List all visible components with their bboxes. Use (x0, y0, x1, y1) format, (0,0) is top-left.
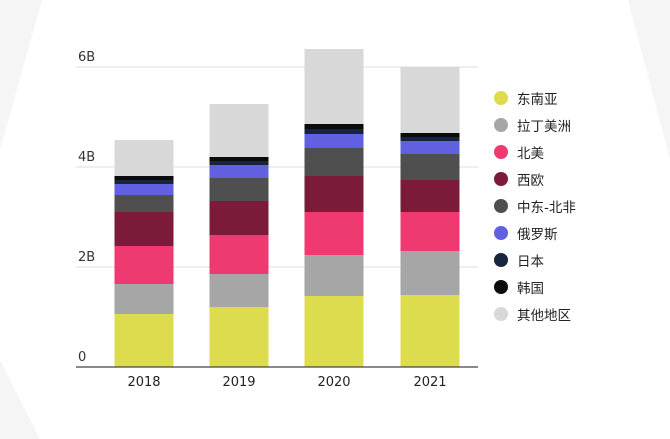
bar-segment-2019-5 (209, 165, 269, 178)
bar-segment-2020-3 (304, 176, 364, 212)
bar-segment-2018-8 (114, 140, 174, 176)
legend-item: 北美 (494, 138, 664, 165)
bar-segment-2020-0 (304, 296, 364, 367)
legend-label: 其他地区 (517, 307, 571, 324)
bar-segment-2018-6 (114, 180, 174, 184)
stacked-bar-chart: 0 2B 4B 6B 2018 2019 2020 2021 (76, 49, 478, 390)
legend-label: 拉丁美洲 (517, 118, 571, 135)
bar-segment-2019-1 (209, 274, 269, 307)
bar-segment-2019-7 (209, 157, 269, 161)
bar-segment-2018-2 (114, 246, 174, 284)
y-axis-ticks: 0 2B 4B 6B (78, 50, 95, 365)
bar-segment-2018-7 (114, 176, 174, 180)
legend-item: 中东-北非 (494, 192, 664, 219)
bar-segment-2021-4 (400, 154, 460, 180)
bar-segment-2018-4 (114, 195, 174, 212)
bar-segment-2020-2 (304, 212, 364, 255)
bar-segment-2018-3 (114, 212, 174, 246)
bar-segment-2020-7 (304, 124, 364, 129)
bar-segment-2019-2 (209, 235, 269, 274)
legend-label: 北美 (517, 145, 544, 162)
legend-item: 韩国 (494, 273, 664, 300)
legend-swatch (494, 252, 508, 267)
legend-swatch (494, 198, 508, 213)
legend-item: 日本 (494, 246, 664, 273)
legend-label: 俄罗斯 (517, 226, 558, 243)
bar-segment-2018-1 (114, 284, 174, 314)
legend-swatch (494, 171, 508, 186)
bar-segment-2021-5 (400, 141, 460, 154)
bar-segment-2020-6 (304, 129, 364, 134)
bar-segment-2021-6 (400, 137, 460, 141)
bar-segment-2018-5 (114, 184, 174, 195)
bar-segment-2020-4 (304, 148, 364, 176)
y-tick-label: 4B (78, 150, 95, 165)
x-axis-ticks: 2018 2019 2020 2021 (127, 375, 446, 390)
legend-label: 中东-北非 (517, 199, 576, 216)
legend-swatch (494, 117, 508, 132)
bar-segment-2019-3 (209, 201, 269, 235)
legend: 东南亚拉丁美洲北美西欧中东-北非俄罗斯日本韩国其他地区 (494, 84, 664, 327)
y-tick-label: 6B (78, 50, 95, 65)
bar-segment-2019-6 (209, 161, 269, 165)
bar-segment-2019-4 (209, 178, 269, 201)
bar-segment-2021-2 (400, 212, 460, 251)
legend-item: 俄罗斯 (494, 219, 664, 246)
bar-segment-2021-1 (400, 251, 460, 295)
bar-segment-2021-8 (400, 67, 460, 133)
legend-label: 东南亚 (517, 91, 558, 108)
legend-swatch (494, 279, 508, 294)
legend-label: 韩国 (517, 280, 544, 297)
bars (114, 49, 460, 367)
x-tick-label: 2021 (413, 375, 446, 390)
legend-label: 日本 (517, 253, 544, 270)
legend-item: 东南亚 (494, 84, 664, 111)
bar-segment-2021-7 (400, 133, 460, 137)
bar-segment-2020-1 (304, 255, 364, 296)
legend-swatch (494, 306, 508, 321)
bar-segment-2020-5 (304, 134, 364, 148)
legend-item: 西欧 (494, 165, 664, 192)
bar-segment-2021-0 (400, 295, 460, 367)
bar-segment-2020-8 (304, 49, 364, 124)
y-tick-label: 0 (78, 350, 86, 365)
bar-segment-2019-0 (209, 307, 269, 367)
legend-label: 西欧 (517, 172, 544, 189)
legend-swatch (494, 90, 508, 105)
legend-swatch (494, 225, 508, 240)
bar-segment-2018-0 (114, 314, 174, 367)
legend-item: 其他地区 (494, 300, 664, 327)
bar-segment-2021-3 (400, 180, 460, 212)
x-tick-label: 2018 (127, 375, 160, 390)
y-tick-label: 2B (78, 250, 95, 265)
legend-item: 拉丁美洲 (494, 111, 664, 138)
x-tick-label: 2019 (222, 375, 255, 390)
legend-swatch (494, 144, 508, 159)
x-tick-label: 2020 (317, 375, 350, 390)
bar-segment-2019-8 (209, 104, 269, 157)
